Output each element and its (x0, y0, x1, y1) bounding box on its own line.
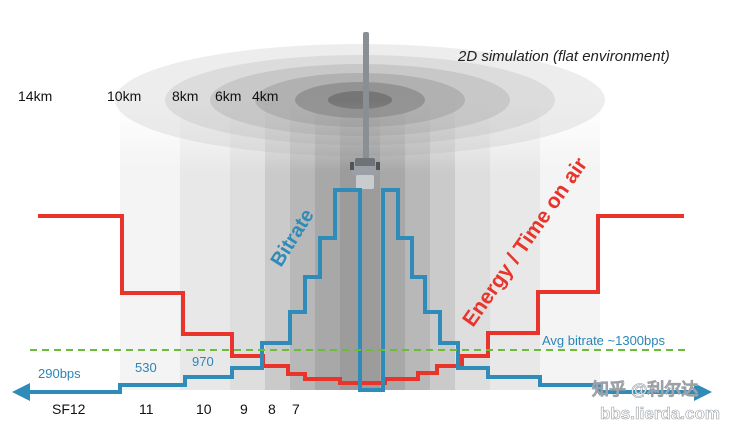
diagram-title: 2D simulation (flat environment) (457, 48, 670, 65)
bitrate-label-530: 530 (135, 360, 157, 375)
avg-bitrate-label: Avg bitrate ~1300bps (542, 333, 665, 348)
bitrate-label-290: 290bps (38, 366, 81, 381)
distance-label-10km: 10km (107, 88, 141, 104)
distance-label-14km: 14km (18, 88, 52, 104)
sf-label-8: 8 (268, 401, 276, 417)
sf-label-11: 11 (139, 401, 154, 417)
antenna-icon (350, 32, 380, 189)
left-arrow-icon (12, 383, 30, 401)
bitrate-curve (30, 188, 700, 394)
right-arrow-icon (694, 383, 712, 401)
distance-label-8km: 8km (172, 88, 198, 104)
sf-label-10: 10 (196, 401, 212, 417)
energy-curve (38, 214, 684, 385)
sf-label-12: SF12 (52, 401, 86, 417)
distance-label-6km: 6km (215, 88, 241, 104)
watermark-line1: 知乎 @利尔达 (591, 379, 698, 399)
bitrate-label-970: 970 (192, 354, 214, 369)
sf-label-7: 7 (292, 401, 300, 417)
distance-label-4km: 4km (252, 88, 278, 104)
sf-label-9: 9 (240, 401, 248, 417)
watermark-line2: bbs.lierda.com (600, 404, 720, 423)
